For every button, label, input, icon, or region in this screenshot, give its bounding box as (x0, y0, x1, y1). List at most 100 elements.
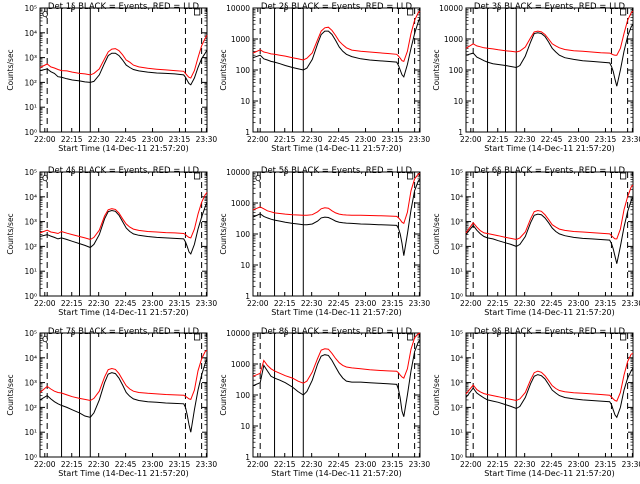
interval-box-marker (407, 8, 414, 16)
y-tick-label: 1000 (231, 360, 250, 369)
interval-box-marker (407, 172, 414, 180)
y-tick-label: 1 (458, 128, 463, 137)
plot-frame (39, 332, 208, 458)
x-tick-label: 23:00 (568, 460, 590, 469)
y-tick-label: 10² (24, 78, 37, 87)
x-axis-label: Start Time (14-Dec-11 21:57:20) (271, 469, 402, 478)
panel-title: Det 5§ BLACK = Events, RED = LLD (261, 166, 413, 176)
x-tick-label: 22:00 (460, 135, 482, 144)
x-tick-label: 22:00 (460, 299, 482, 308)
x-tick-label: 23:15 (382, 460, 404, 469)
y-tick-label: 10 (240, 97, 250, 106)
detector-panel-6: Det 6§ BLACK = Events, RED = LLD 10⁰ 10¹ 10… (432, 166, 640, 317)
detector-panel-9: Det 9§ BLACK = Events, RED = LLD 10⁰ 10¹ 10… (432, 327, 640, 478)
x-axis-label: Start Time (14-Dec-11 21:57:20) (58, 469, 189, 478)
y-tick-label: 10⁰ (24, 453, 37, 462)
x-tick-label: 22:00 (34, 299, 56, 308)
x-tick-label: 22:00 (460, 460, 482, 469)
y-tick-label: 10⁰ (450, 453, 463, 462)
lld-series-line (252, 172, 421, 225)
y-axis-label: Counts/sec (432, 213, 441, 254)
x-tick-label: 22:00 (34, 135, 56, 144)
x-tick-label: 23:15 (169, 135, 191, 144)
lld-series-line (465, 10, 634, 56)
y-axis-label: Counts/sec (6, 213, 15, 254)
interval-box-marker (620, 333, 627, 341)
x-tick-label: 23:30 (622, 135, 640, 144)
y-tick-label: 10⁵ (24, 168, 37, 177)
plot-frame (39, 7, 208, 133)
lld-series-line (39, 349, 208, 402)
y-tick-label: 1000 (444, 35, 463, 44)
plot-frame (252, 7, 421, 133)
x-tick-label: 23:15 (169, 299, 191, 308)
x-tick-label: 23:30 (409, 135, 431, 144)
x-tick-label: 23:00 (355, 299, 377, 308)
events-series-line (39, 49, 208, 86)
y-tick-label: 10 (240, 261, 250, 270)
events-series-line (465, 367, 634, 419)
y-tick-label: 10¹ (450, 428, 463, 437)
y-tick-label: 10⁴ (24, 193, 37, 202)
interval-box-marker (194, 172, 201, 180)
x-axis-label: Start Time (14-Dec-11 21:57:20) (484, 308, 615, 317)
interval-box-marker (407, 333, 414, 341)
y-tick-label: 10⁴ (450, 193, 463, 202)
interval-box-marker (194, 333, 201, 341)
x-tick-label: 22:30 (301, 460, 323, 469)
panel-flag: Q (42, 335, 48, 344)
y-tick-label: 10⁰ (450, 292, 463, 301)
y-axis-label: Counts/sec (219, 49, 228, 90)
y-tick-label: 10000 (226, 4, 250, 13)
x-tick-label: 22:00 (247, 135, 269, 144)
events-series-line (252, 178, 421, 256)
lld-series-line (465, 184, 634, 241)
x-axis-label: Start Time (14-Dec-11 21:57:20) (271, 308, 402, 317)
y-tick-label: 10¹ (24, 428, 37, 437)
x-tick-label: 23:00 (355, 135, 377, 144)
interval-box-marker (620, 8, 627, 16)
x-tick-label: 22:00 (34, 460, 56, 469)
x-tick-label: 23:00 (568, 135, 590, 144)
x-tick-label: 22:30 (88, 135, 110, 144)
x-tick-label: 22:45 (115, 135, 137, 144)
y-tick-label: 100 (236, 391, 251, 400)
x-tick-label: 23:00 (568, 299, 590, 308)
x-tick-label: 22:15 (61, 299, 83, 308)
x-tick-label: 22:15 (487, 299, 509, 308)
x-tick-label: 22:15 (274, 299, 296, 308)
y-tick-label: 1 (245, 128, 250, 137)
y-tick-label: 100 (236, 66, 251, 75)
y-tick-label: 10⁵ (450, 168, 463, 177)
x-tick-label: 22:45 (328, 299, 350, 308)
x-tick-label: 22:15 (61, 460, 83, 469)
y-tick-label: 10² (450, 242, 463, 251)
y-tick-label: 10¹ (450, 267, 463, 276)
x-tick-label: 23:30 (622, 460, 640, 469)
x-tick-label: 23:30 (196, 299, 218, 308)
y-tick-label: 10³ (450, 379, 463, 388)
x-tick-label: 23:15 (595, 460, 617, 469)
x-tick-label: 22:00 (247, 299, 269, 308)
x-axis-label: Start Time (14-Dec-11 21:57:20) (484, 144, 615, 153)
lld-series-line (465, 352, 634, 402)
x-axis-label: Start Time (14-Dec-11 21:57:20) (271, 144, 402, 153)
y-tick-label: 10⁵ (24, 4, 37, 13)
y-axis-label: Counts/sec (219, 213, 228, 254)
x-tick-label: 22:30 (301, 299, 323, 308)
y-tick-label: 1000 (231, 35, 250, 44)
x-tick-label: 23:15 (382, 299, 404, 308)
y-tick-label: 10³ (450, 218, 463, 227)
x-tick-label: 22:30 (88, 299, 110, 308)
panel-title: Det 1§ BLACK = Events, RED = LLD (48, 2, 200, 12)
x-tick-label: 23:30 (196, 135, 218, 144)
y-tick-label: 10³ (24, 54, 37, 63)
y-tick-label: 1 (245, 453, 250, 462)
detector-panel-2: Det 2§ BLACK = Events, RED = LLD 1 10 100 10… (219, 2, 430, 153)
lld-series-line (39, 34, 208, 79)
x-tick-label: 22:45 (541, 460, 563, 469)
x-tick-label: 22:45 (541, 135, 563, 144)
